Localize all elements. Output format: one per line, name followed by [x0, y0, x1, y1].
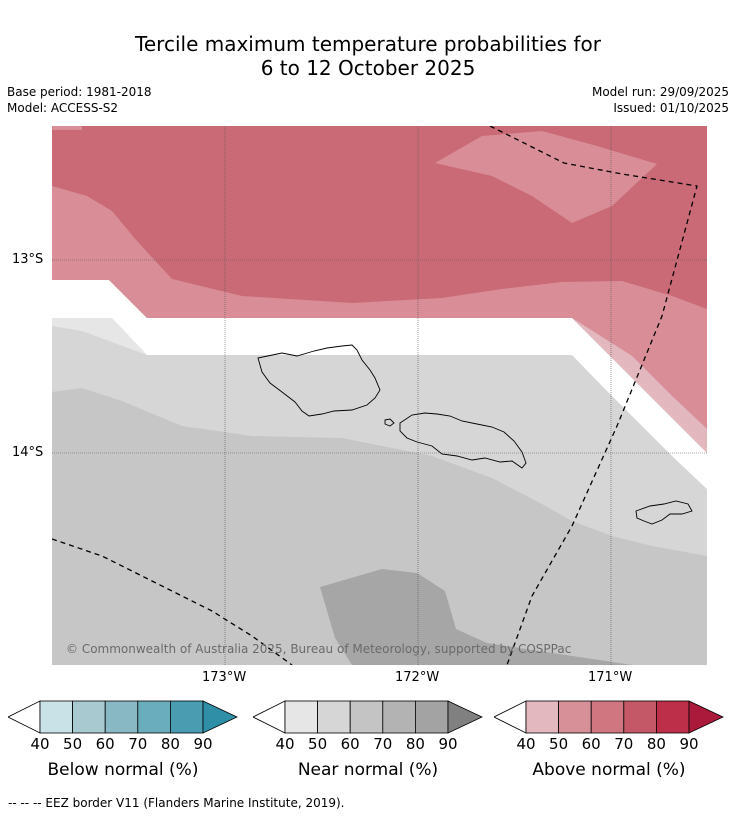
- title-line-2: 6 to 12 October 2025: [260, 56, 476, 80]
- lon-label-171w: 171°W: [588, 670, 633, 685]
- colorbar-label: Below normal (%): [47, 760, 199, 780]
- eez-footnote: -- -- -- EEZ border V11 (Flanders Marine…: [8, 796, 345, 810]
- colorbar-tick: 60: [340, 735, 360, 753]
- near-normal-40-50-region: [52, 318, 147, 355]
- coastlines: [257, 344, 693, 525]
- colorbar-tick: 70: [614, 735, 634, 753]
- colorbar-label: Above normal (%): [532, 760, 686, 780]
- map-svg: © Commonwealth of Australia 2025, Bureau…: [52, 126, 707, 665]
- upolu-island: [399, 412, 527, 469]
- colorbar-tick: 50: [308, 735, 328, 753]
- colorbar-tick: 40: [30, 735, 50, 753]
- colorbar-tick: 80: [160, 735, 180, 753]
- near-normal-70-80-region: [320, 569, 632, 665]
- colorbar-2: 40 50 60 70 80 90 Above normal (%): [493, 700, 724, 790]
- colorbar-over-arrow: [202, 700, 238, 734]
- colorbar-segment: [558, 700, 592, 734]
- lat-label-14s: 14°S: [12, 445, 44, 460]
- colorbar-under-arrow: [7, 700, 41, 734]
- colorbar-tick: 60: [581, 735, 601, 753]
- near-normal-50-60-region: [52, 318, 707, 556]
- colorbar-segment: [169, 700, 204, 734]
- colorbar-tick: 50: [549, 735, 569, 753]
- lon-label-172w: 172°W: [395, 670, 440, 685]
- colorbar-svg: [7, 700, 238, 734]
- colorbar-under-arrow: [493, 700, 527, 734]
- eez-border-east: [489, 126, 698, 665]
- colorbar-segment: [72, 700, 106, 734]
- savaii-island: [257, 344, 381, 417]
- colorbar-segment: [414, 700, 449, 734]
- colorbar-1: 40 50 60 70 80 90 Near normal (%): [252, 700, 483, 790]
- colorbar-segment: [382, 700, 416, 734]
- eez-border: [52, 126, 698, 665]
- colorbar-segment: [317, 700, 351, 734]
- manono-islet: [384, 418, 395, 427]
- colorbar-segment: [284, 700, 318, 734]
- colorbar-tick: 40: [275, 735, 295, 753]
- colorbar-0: 40 50 60 70 80 90 Below normal (%): [7, 700, 238, 790]
- colorbar-under-arrow: [252, 700, 286, 734]
- colorbar-tick: 90: [438, 735, 458, 753]
- title-line-1: Tercile maximum temperature probabilitie…: [135, 32, 601, 56]
- colorbar-over-arrow: [688, 700, 724, 734]
- colorbar-segment: [349, 700, 384, 734]
- base-period: Base period: 1981-2018: [7, 85, 152, 99]
- colorbar-segment: [655, 700, 690, 734]
- colorbar-segment: [39, 700, 73, 734]
- colorbar-svg: [252, 700, 483, 734]
- colorbar-segment: [590, 700, 625, 734]
- colorbar-tick: 90: [193, 735, 213, 753]
- colorbar-tick: 60: [95, 735, 115, 753]
- colorbar-tick: 80: [405, 735, 425, 753]
- above-normal-50-60-corner: [52, 126, 82, 130]
- model-run: Model run: 29/09/2025: [591, 85, 729, 99]
- model-name: Model: ACCESS-S2: [7, 101, 119, 115]
- lon-label-173w: 173°W: [202, 670, 247, 685]
- colorbar-svg: [493, 700, 724, 734]
- copyright-notice: © Commonwealth of Australia 2025, Bureau…: [66, 642, 571, 656]
- colorbar-over-arrow: [447, 700, 483, 734]
- above-normal-50-60-patch: [435, 131, 657, 223]
- issued-date: Issued: 01/10/2025: [613, 101, 729, 115]
- map-panel: © Commonwealth of Australia 2025, Bureau…: [52, 126, 707, 665]
- colorbar-segment: [623, 700, 657, 734]
- colorbar-segment: [104, 700, 139, 734]
- above-normal-40-50-region: [572, 318, 707, 453]
- colorbar-tick: 70: [128, 735, 148, 753]
- colorbar-segment: [525, 700, 559, 734]
- tutuila-island: [635, 500, 693, 525]
- colorbar-tick: 80: [646, 735, 666, 753]
- colorbar-tick: 40: [516, 735, 536, 753]
- colorbar-tick: 90: [679, 735, 699, 753]
- colorbar-segment: [137, 700, 171, 734]
- colorbar-label: Near normal (%): [297, 760, 439, 780]
- colorbar-tick: 70: [373, 735, 393, 753]
- no-dominant-band: [52, 280, 707, 489]
- lat-label-13s: 13°S: [12, 252, 44, 267]
- colorbar-tick: 50: [63, 735, 83, 753]
